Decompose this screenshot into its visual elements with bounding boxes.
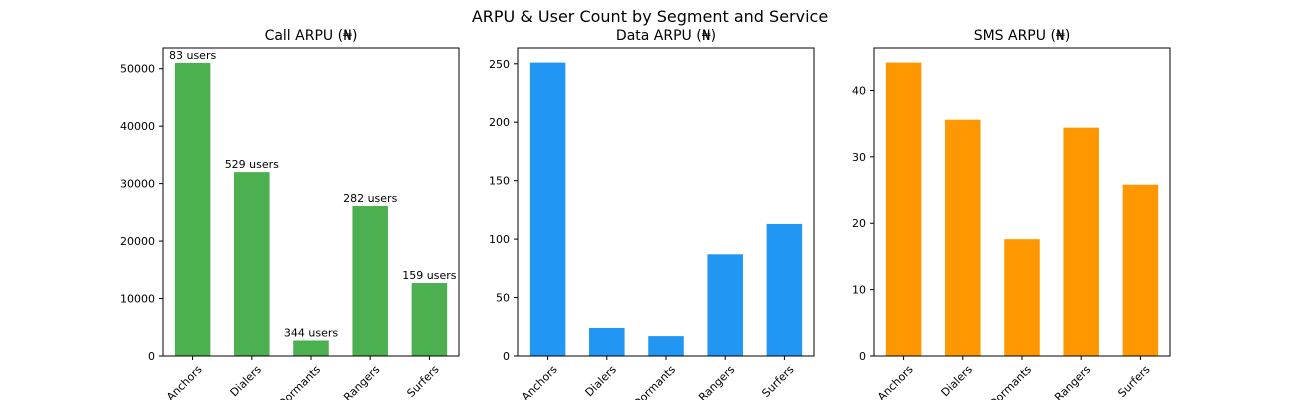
x-tick-label: Dormants	[631, 363, 679, 400]
y-tick-label: 40000	[120, 120, 155, 133]
bar-dormants	[648, 336, 684, 356]
x-tick-label: Rangers	[1052, 363, 1093, 400]
y-tick-label: 40	[852, 84, 866, 97]
y-tick-label: 200	[489, 116, 510, 129]
bar-data-label: 83 users	[169, 49, 216, 62]
bar-surfers	[1122, 184, 1159, 356]
y-tick-label: 20000	[120, 235, 155, 248]
subplot-title: Call ARPU (₦)	[265, 28, 358, 44]
x-tick-label: Dialers	[583, 363, 619, 399]
bar-rangers	[1063, 127, 1099, 356]
y-tick-label: 30000	[120, 178, 155, 191]
y-tick-label: 10	[852, 284, 866, 297]
x-tick-label: Rangers	[696, 363, 737, 400]
y-tick-label: 0	[503, 350, 510, 363]
bar-dormants	[293, 340, 329, 356]
x-tick-label: Surfers	[759, 363, 796, 400]
bar-anchors	[529, 62, 566, 357]
subplot-title: Data ARPU (₦)	[616, 28, 716, 44]
y-tick-label: 150	[489, 175, 510, 188]
y-tick-label: 100	[489, 233, 510, 246]
y-tick-label: 50	[496, 292, 510, 305]
subplot-3: SMS ARPU (₦) Anchors Dialers Dormants Ranger…	[852, 28, 1171, 400]
axes-frame	[162, 47, 460, 357]
bar-dialers	[945, 119, 981, 356]
axes-frame	[517, 47, 815, 357]
y-tick-label: 30	[852, 151, 866, 164]
bar-dialers	[589, 327, 625, 356]
bar-rangers	[352, 206, 388, 356]
x-tick-label: Surfers	[404, 363, 441, 400]
y-tick-label: 50000	[120, 63, 155, 76]
x-tick-label: Anchors	[875, 363, 916, 400]
bar-data-label: 159 users	[402, 269, 456, 282]
x-tick-label: Dialers	[228, 363, 264, 399]
x-tick-label: Dormants	[987, 363, 1035, 400]
y-tick-label: 0	[148, 350, 155, 363]
y-tick-label: 0	[859, 350, 866, 363]
bar-anchors	[174, 62, 211, 356]
y-tick-label: 250	[489, 58, 510, 71]
bar-data-label: 344 users	[284, 326, 338, 339]
axes-frame	[873, 47, 1171, 357]
bar-dormants	[1004, 239, 1040, 356]
y-tick-label: 20	[852, 217, 866, 230]
bar-data-label: 282 users	[343, 192, 397, 205]
subplot-1: Call ARPU (₦) 83 users Anchors 529 users Dia…	[120, 28, 460, 400]
figure-title: ARPU & User Count by Segment and Service	[472, 7, 828, 26]
bar-anchors	[885, 62, 922, 356]
bar-data-label: 529 users	[225, 158, 279, 171]
x-tick-label: Dormants	[276, 363, 324, 400]
bar-rangers	[707, 254, 743, 356]
subplot-title: SMS ARPU (₦)	[974, 28, 1071, 44]
subplot-2: Data ARPU (₦) Anchors Dialers Dormants Range…	[489, 28, 815, 400]
subplots: Call ARPU (₦) 83 users Anchors 529 users Dia…	[120, 28, 1171, 400]
x-tick-label: Anchors	[519, 363, 560, 400]
x-tick-label: Rangers	[341, 363, 382, 400]
bar-surfers	[411, 283, 448, 356]
bar-surfers	[766, 223, 803, 356]
bar-dialers	[234, 172, 270, 356]
x-tick-label: Surfers	[1115, 363, 1152, 400]
x-tick-label: Anchors	[164, 363, 205, 400]
x-tick-label: Dialers	[939, 363, 975, 399]
y-tick-label: 10000	[120, 293, 155, 306]
